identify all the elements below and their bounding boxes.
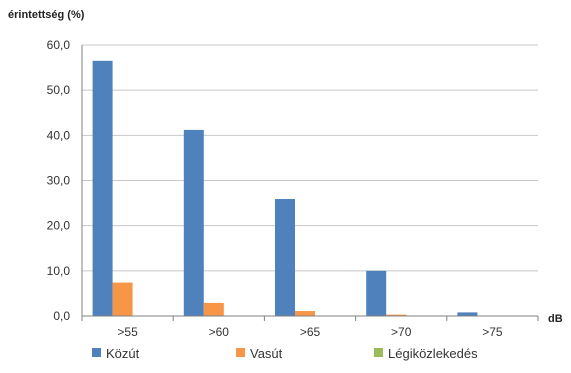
x-tick-label: >65 (300, 325, 321, 339)
bar-vasút-0 (112, 282, 133, 316)
legend-swatch-1 (236, 348, 245, 357)
bar-vasút-3 (386, 314, 407, 316)
x-tick-label: >60 (209, 325, 230, 339)
bar-közút-0 (92, 60, 113, 316)
gridlines (82, 44, 538, 272)
y-tick-label: 0,0 (53, 309, 70, 323)
legend-swatch-2 (374, 348, 383, 357)
bar-közút-1 (183, 129, 204, 316)
legend: Közút Vasút Légiközlekedés (92, 346, 478, 361)
y-tick-label: 20,0 (47, 219, 71, 233)
axes (81, 45, 539, 321)
bar-közút-2 (275, 199, 295, 316)
bars (92, 60, 478, 316)
bar-közút-4 (457, 312, 478, 316)
y-tick-label: 60,0 (47, 38, 71, 52)
y-tick-labels: 0,0 10,0 20,0 30,0 40,0 50,0 60,0 (47, 38, 71, 323)
y-tick-label: 10,0 (47, 264, 71, 278)
legend-label: Vasút (250, 346, 283, 361)
y-tick-label: 30,0 (47, 174, 71, 188)
x-tick-label: >55 (117, 325, 138, 339)
x-tick-label: >75 (482, 325, 503, 339)
y-axis-label: érintettség (%) (8, 9, 85, 21)
bar-vasút-2 (295, 311, 315, 316)
y-tick-label: 50,0 (47, 83, 71, 97)
x-tick-labels: >55 >60 >65 >70 >75 (117, 325, 502, 339)
x-axis-unit-label: dB (548, 313, 563, 325)
y-tick-label: 40,0 (47, 128, 71, 142)
bar-vasút-1 (203, 302, 224, 316)
legend-label: Közút (106, 346, 140, 361)
legend-label: Légiközlekedés (388, 346, 478, 361)
x-tick-label: >70 (391, 325, 412, 339)
legend-swatch-0 (92, 348, 101, 357)
bar-közút-3 (366, 270, 387, 316)
